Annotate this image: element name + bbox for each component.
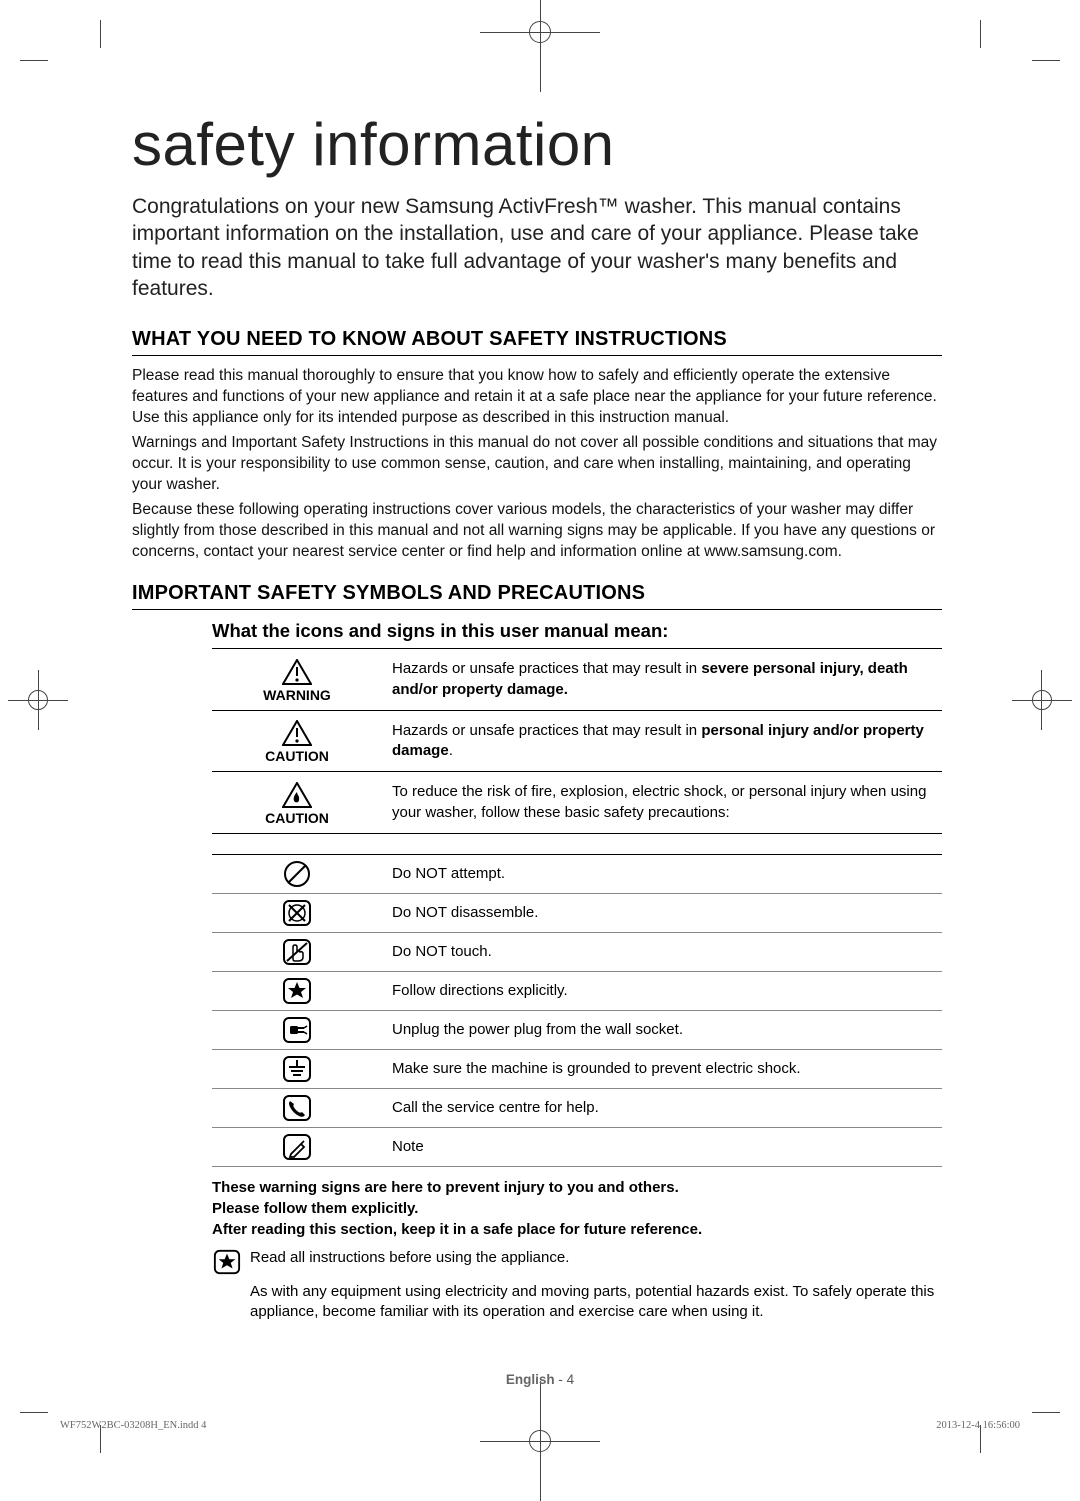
table-row: CAUTION Hazards or unsafe practices that…: [212, 711, 942, 773]
footnote-paragraph: As with any equipment using electricity …: [250, 1282, 942, 1323]
export-timestamp: 2013-12-4 16:56:00: [936, 1420, 1020, 1431]
warning-triangle-icon: [282, 659, 312, 685]
warning-description: Hazards or unsafe practices that may res…: [382, 649, 942, 710]
caution-description: To reduce the risk of fire, explosion, e…: [382, 772, 942, 833]
warning-table: WARNING Hazards or unsafe practices that…: [212, 648, 942, 834]
icon-description: Call the service centre for help.: [382, 1091, 942, 1124]
table-row: WARNING Hazards or unsafe practices that…: [212, 649, 942, 711]
page-footer: English - 4: [0, 1372, 1080, 1387]
footnote-block: These warning signs are here to prevent …: [212, 1177, 942, 1323]
body-paragraph: Please read this manual thoroughly to en…: [132, 366, 942, 429]
call-service-icon: [281, 1093, 313, 1123]
icon-description: Unplug the power plug from the wall sock…: [382, 1013, 942, 1046]
icon-description: Follow directions explicitly.: [382, 974, 942, 1007]
table-row: Call the service centre for help.: [212, 1089, 942, 1128]
table-row: Do NOT touch.: [212, 933, 942, 972]
section-heading-2: IMPORTANT SAFETY SYMBOLS AND PRECAUTIONS: [132, 582, 942, 610]
no-touch-icon: [281, 937, 313, 967]
table-row: Do NOT disassemble.: [212, 894, 942, 933]
unplug-icon: [281, 1015, 313, 1045]
icon-description: Do NOT disassemble.: [382, 896, 942, 929]
icon-description: Note: [382, 1130, 942, 1163]
body-paragraph: Because these following operating instru…: [132, 500, 942, 563]
footnote-line: Read all instructions before using the a…: [250, 1248, 569, 1268]
ground-icon: [281, 1054, 313, 1084]
icon-description: Make sure the machine is grounded to pre…: [382, 1052, 942, 1085]
table-row: Note: [212, 1128, 942, 1167]
no-disassemble-icon: [281, 898, 313, 928]
page-title: safety information: [132, 110, 942, 179]
note-icon: [281, 1132, 313, 1162]
star-follow-icon: [212, 1248, 242, 1276]
warning-label: WARNING: [263, 687, 331, 703]
table-row: Unplug the power plug from the wall sock…: [212, 1011, 942, 1050]
table-row: Do NOT attempt.: [212, 855, 942, 894]
icon-meaning-table: Do NOT attempt. Do NOT disassemble. Do N…: [212, 854, 942, 1167]
caution-fire-triangle-icon: [282, 782, 312, 808]
section-heading-1: WHAT YOU NEED TO KNOW ABOUT SAFETY INSTR…: [132, 328, 942, 356]
caution-description: Hazards or unsafe practices that may res…: [382, 711, 942, 772]
intro-paragraph: Congratulations on your new Samsung Acti…: [132, 193, 942, 302]
star-follow-icon: [281, 976, 313, 1006]
prohibit-icon: [282, 859, 312, 889]
table-row: CAUTION To reduce the risk of fire, expl…: [212, 772, 942, 834]
caution-label: CAUTION: [265, 810, 329, 826]
sub-heading: What the icons and signs in this user ma…: [212, 620, 942, 642]
footnote-bold: After reading this section, keep it in a…: [212, 1219, 942, 1240]
caution-label: CAUTION: [265, 748, 329, 764]
body-paragraph: Warnings and Important Safety Instructio…: [132, 433, 942, 496]
footnote-bold: These warning signs are here to prevent …: [212, 1177, 942, 1198]
table-row: Make sure the machine is grounded to pre…: [212, 1050, 942, 1089]
icon-description: Do NOT touch.: [382, 935, 942, 968]
icon-description: Do NOT attempt.: [382, 857, 942, 890]
indd-filename: WF752W2BC-03208H_EN.indd 4: [60, 1420, 206, 1431]
caution-triangle-icon: [282, 720, 312, 746]
footnote-bold: Please follow them explicitly.: [212, 1198, 942, 1219]
table-row: Follow directions explicitly.: [212, 972, 942, 1011]
